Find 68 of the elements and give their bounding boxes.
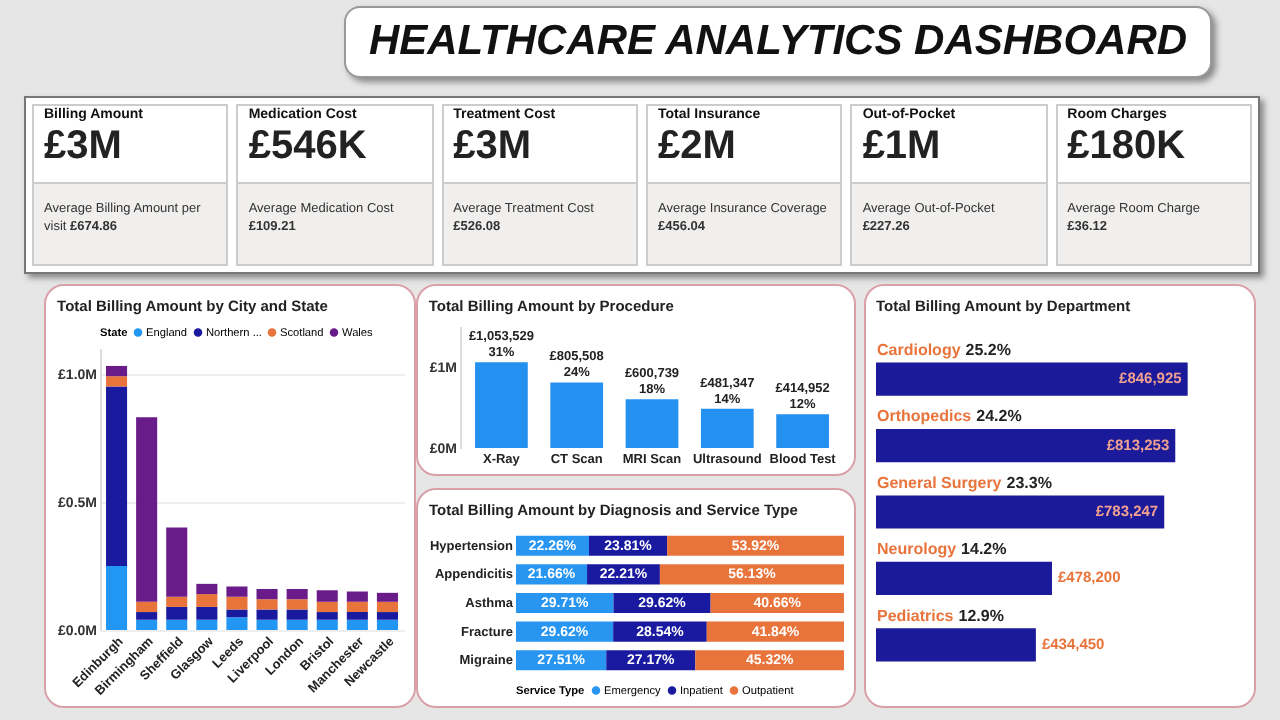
bar bbox=[286, 599, 308, 610]
bar bbox=[700, 408, 754, 448]
text: £180K bbox=[1067, 122, 1188, 170]
bar bbox=[316, 619, 338, 630]
bar bbox=[316, 601, 338, 613]
bar bbox=[256, 588, 278, 600]
bar bbox=[256, 609, 278, 620]
bar bbox=[475, 362, 528, 448]
bar bbox=[876, 428, 1176, 463]
bar bbox=[776, 414, 829, 448]
bar bbox=[667, 535, 844, 556]
bar bbox=[550, 382, 604, 448]
y-tick-label: General Surgery bbox=[877, 473, 1003, 492]
y-tick-label: Cardiology bbox=[877, 340, 962, 359]
text: £546K bbox=[248, 122, 369, 170]
bar bbox=[286, 609, 308, 620]
bar bbox=[376, 619, 398, 630]
bar bbox=[346, 591, 368, 602]
bar bbox=[256, 599, 278, 610]
bar bbox=[376, 592, 398, 602]
bar bbox=[136, 417, 158, 602]
bar bbox=[346, 612, 368, 620]
bar bbox=[106, 376, 128, 387]
bar bbox=[166, 527, 188, 597]
text: £3M bbox=[453, 122, 534, 170]
annotation: 23.3% bbox=[1006, 473, 1052, 492]
bar bbox=[136, 601, 158, 613]
bar bbox=[346, 601, 368, 613]
bar bbox=[286, 588, 308, 600]
bar bbox=[196, 583, 218, 595]
y-tick-label: Pediatrics bbox=[877, 606, 955, 625]
text: £3M bbox=[44, 122, 124, 170]
bar bbox=[196, 606, 218, 620]
bar bbox=[166, 619, 188, 630]
bar bbox=[659, 564, 844, 585]
bar bbox=[136, 619, 158, 630]
annotation: 12.9% bbox=[958, 606, 1004, 625]
bar bbox=[226, 609, 248, 618]
bar bbox=[166, 596, 188, 607]
y-tick-label: Neurology bbox=[877, 540, 958, 559]
bar bbox=[376, 601, 398, 613]
bar bbox=[876, 628, 1036, 662]
bar bbox=[226, 617, 248, 630]
text: HEALTHCARE ANALYTICS DASHBOARD bbox=[344, 6, 1212, 78]
bar bbox=[226, 596, 248, 610]
bar bbox=[316, 612, 338, 620]
text: £2M bbox=[657, 122, 738, 170]
bar bbox=[106, 386, 128, 566]
bar bbox=[346, 619, 368, 630]
annotation: 14.2% bbox=[961, 540, 1007, 559]
bar bbox=[876, 561, 1052, 596]
bar bbox=[286, 619, 308, 630]
bar bbox=[106, 565, 128, 630]
bar bbox=[376, 612, 398, 620]
bar bbox=[106, 365, 128, 377]
bar bbox=[226, 586, 248, 597]
bar bbox=[136, 612, 158, 620]
y-tick-label: Orthopedics bbox=[877, 407, 973, 426]
bar bbox=[316, 590, 338, 602]
bar bbox=[166, 606, 188, 620]
bar bbox=[876, 362, 1188, 396]
bar bbox=[196, 594, 218, 607]
bar bbox=[196, 619, 218, 630]
bar bbox=[876, 495, 1165, 529]
bar bbox=[625, 399, 679, 448]
annotation: 24.2% bbox=[976, 407, 1022, 426]
bar bbox=[256, 619, 278, 630]
annotation: 25.2% bbox=[965, 340, 1011, 359]
